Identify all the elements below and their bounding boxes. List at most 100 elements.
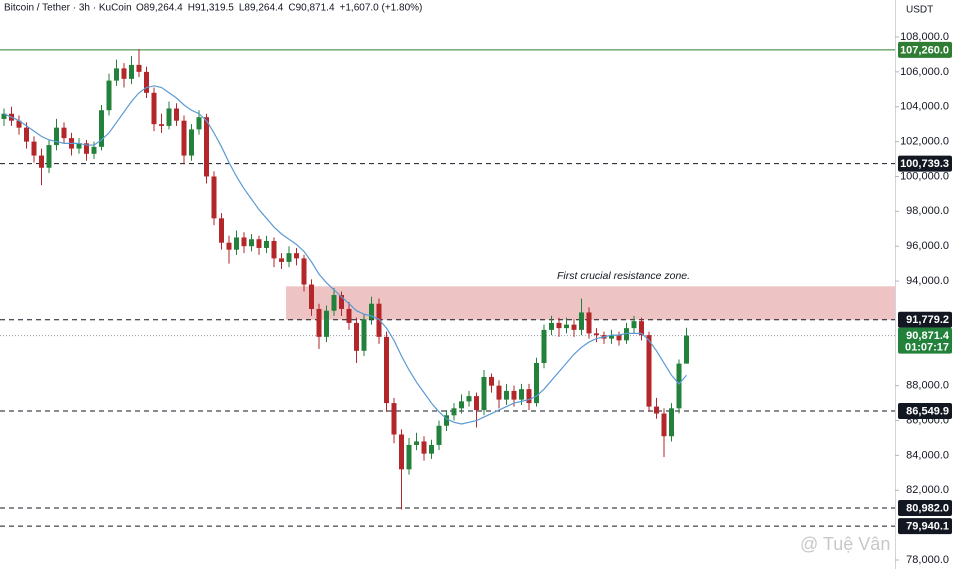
candle-body: [369, 303, 374, 320]
level-label-box: [898, 518, 952, 535]
candle-body: [1, 113, 7, 119]
candle-body: [549, 322, 554, 330]
candle-body: [534, 363, 539, 404]
candle-body: [451, 408, 457, 416]
candle-body: [204, 117, 209, 177]
y-tick-label: 106,000.0: [900, 66, 949, 78]
candle-body: [354, 322, 359, 351]
currency: USDT: [906, 5, 933, 16]
candle-body: [271, 240, 277, 259]
candle-body: [84, 143, 89, 154]
candle-body: [654, 406, 659, 414]
candle-body: [316, 308, 322, 337]
candle-body: [489, 376, 494, 386]
candle-body: [196, 117, 202, 130]
candle-body: [24, 127, 29, 142]
candle-body: [174, 108, 179, 121]
countdown: 01:07:17: [905, 342, 949, 354]
candle-body: [684, 335, 689, 364]
y-tick-label: 108,000.0: [900, 31, 949, 43]
candle-body: [676, 363, 682, 409]
candle-body: [481, 376, 487, 411]
candle-body: [429, 444, 434, 454]
candle-body: [136, 64, 142, 72]
candle-body: [16, 120, 22, 128]
level-label-box: [898, 402, 952, 419]
candle-body: [144, 71, 149, 93]
candle-body: [571, 324, 577, 330]
candle-body: [519, 389, 524, 400]
candle-body: [579, 312, 584, 330]
ohlc-value: L89,264.4: [239, 3, 284, 14]
candle-body: [324, 310, 329, 337]
candle-body: [496, 385, 502, 400]
candle-body: [399, 434, 404, 470]
candle-body: [121, 68, 127, 79]
candle-body: [339, 295, 344, 309]
candle-body: [211, 176, 217, 219]
candle-body: [129, 64, 134, 79]
candle-body: [54, 127, 59, 146]
candle-body: [609, 335, 614, 339]
y-tick-label: 98,000.0: [906, 205, 949, 217]
candle-body: [459, 401, 464, 409]
candle-body: [106, 80, 112, 111]
candle-body: [301, 258, 307, 285]
candle-body: [181, 120, 187, 156]
candle-body: [646, 335, 652, 407]
candle-body: [391, 403, 397, 435]
candle-body: [384, 336, 389, 404]
candle-body: [361, 319, 367, 351]
ohlc-value: O89,264.4: [136, 3, 183, 14]
candle-body: [511, 390, 517, 400]
candle-body: [346, 308, 352, 323]
watermark: @ Tuệ Vân: [800, 534, 890, 554]
candle-body: [639, 321, 644, 336]
candle-body: [264, 240, 269, 248]
candle-body: [279, 258, 284, 262]
change: +1,607.0 (+1.80%): [340, 3, 423, 14]
candle-body: [631, 321, 637, 329]
candle-body: [444, 415, 449, 426]
y-tick-label: 100,000.0: [900, 170, 949, 182]
candle-body: [466, 396, 472, 402]
y-tick-label: 104,000.0: [900, 101, 949, 113]
level-label: 79,940.1: [906, 521, 949, 533]
candle-body: [249, 239, 254, 247]
candle-body: [421, 441, 427, 454]
candle-body: [151, 92, 157, 125]
symbol: Bitcoin / Tether · 3h · KuCoin: [4, 3, 132, 14]
candle-body: [661, 413, 667, 437]
candle-body: [256, 239, 262, 248]
candle-body: [414, 441, 419, 445]
last-price-box: [898, 327, 952, 354]
y-tick-label: 94,000.0: [906, 275, 949, 287]
moving-average: [3, 85, 687, 425]
candle-body: [91, 146, 97, 154]
candle-body: [286, 253, 292, 262]
y-tick-label: 78,000.0: [906, 554, 949, 566]
y-tick-label: 84,000.0: [906, 449, 949, 461]
level-label-box: [898, 155, 952, 172]
candle-body: [99, 110, 104, 147]
candle-body: [624, 328, 629, 341]
candle-body: [241, 237, 247, 247]
level-label: 91,779.2: [906, 314, 949, 326]
candle-body: [226, 242, 232, 250]
level-label: 107,260.0: [900, 44, 949, 56]
y-tick-label: 88,000.0: [906, 380, 949, 392]
candle-body: [556, 322, 562, 329]
last-price-label: 90,871.4: [906, 330, 950, 342]
level-label: 80,982.0: [906, 502, 949, 514]
candle-body: [61, 127, 67, 139]
candle-body: [309, 284, 314, 309]
candle-body: [31, 141, 37, 156]
candle-body: [526, 389, 532, 404]
level-label: 100,739.3: [900, 158, 949, 170]
candle-body: [294, 253, 299, 259]
level-label-box: [898, 41, 952, 58]
candle-body: [594, 333, 599, 336]
ohlc-value: H91,319.5: [188, 3, 235, 14]
